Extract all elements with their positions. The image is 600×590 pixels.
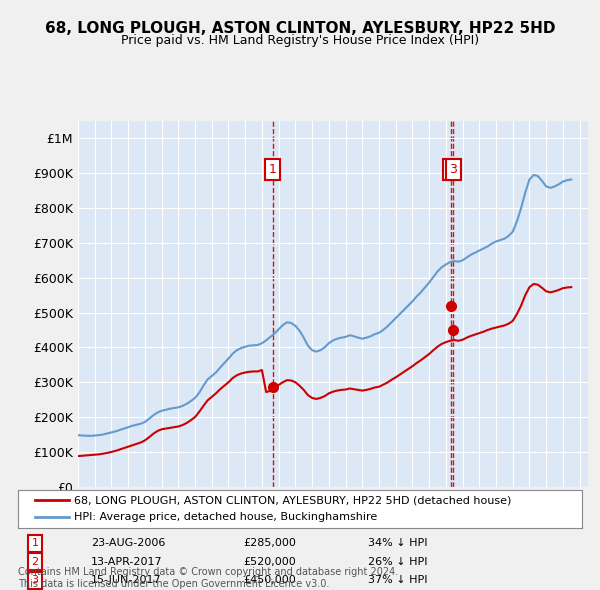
Text: 2: 2 xyxy=(446,163,454,176)
Text: Contains HM Land Registry data © Crown copyright and database right 2024.
This d: Contains HM Land Registry data © Crown c… xyxy=(18,567,398,589)
Text: 1: 1 xyxy=(31,538,38,548)
Text: 3: 3 xyxy=(449,163,457,176)
Text: 13-APR-2017: 13-APR-2017 xyxy=(91,557,163,567)
Text: 3: 3 xyxy=(31,575,38,585)
Text: 37% ↓ HPI: 37% ↓ HPI xyxy=(368,575,427,585)
Text: 1: 1 xyxy=(269,163,277,176)
Text: 34% ↓ HPI: 34% ↓ HPI xyxy=(368,538,427,548)
Text: HPI: Average price, detached house, Buckinghamshire: HPI: Average price, detached house, Buck… xyxy=(74,512,377,522)
Text: £450,000: £450,000 xyxy=(244,575,296,585)
Text: 2: 2 xyxy=(31,557,38,567)
Text: 68, LONG PLOUGH, ASTON CLINTON, AYLESBURY, HP22 5HD (detached house): 68, LONG PLOUGH, ASTON CLINTON, AYLESBUR… xyxy=(74,496,512,506)
Text: 15-JUN-2017: 15-JUN-2017 xyxy=(91,575,162,585)
Text: 23-AUG-2006: 23-AUG-2006 xyxy=(91,538,166,548)
Text: 68, LONG PLOUGH, ASTON CLINTON, AYLESBURY, HP22 5HD: 68, LONG PLOUGH, ASTON CLINTON, AYLESBUR… xyxy=(45,21,555,35)
Text: 26% ↓ HPI: 26% ↓ HPI xyxy=(368,557,427,567)
Text: Price paid vs. HM Land Registry's House Price Index (HPI): Price paid vs. HM Land Registry's House … xyxy=(121,34,479,47)
Text: £520,000: £520,000 xyxy=(244,557,296,567)
Text: £285,000: £285,000 xyxy=(244,538,296,548)
